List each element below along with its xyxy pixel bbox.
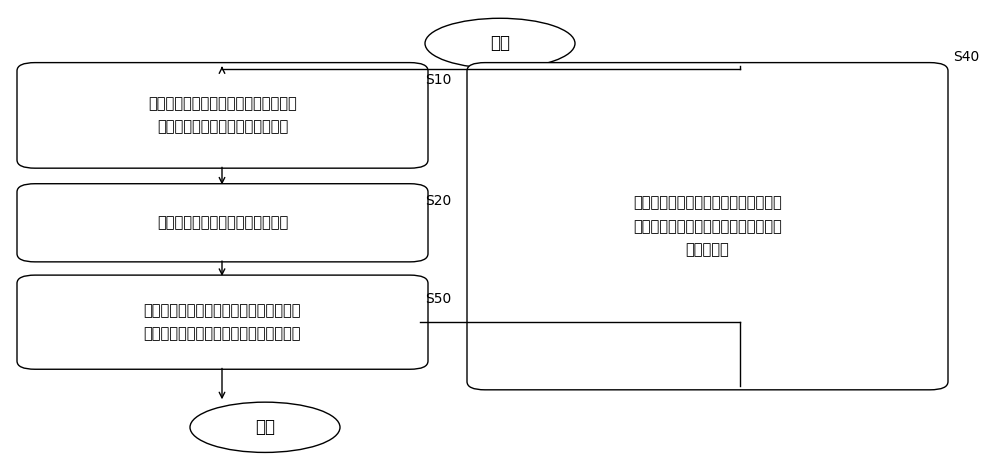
FancyBboxPatch shape bbox=[17, 63, 428, 168]
Text: 读取图像信息中红色标识的特征值: 读取图像信息中红色标识的特征值 bbox=[157, 215, 288, 230]
FancyBboxPatch shape bbox=[17, 275, 428, 369]
Text: 获取风机叶片整体或特定区域的图像信
息，所述图像信息包含有红色标识: 获取风机叶片整体或特定区域的图像信 息，所述图像信息包含有红色标识 bbox=[148, 96, 297, 135]
Ellipse shape bbox=[190, 402, 340, 452]
FancyBboxPatch shape bbox=[467, 63, 948, 390]
Text: S20: S20 bbox=[425, 194, 451, 208]
Ellipse shape bbox=[425, 18, 575, 69]
Text: S40: S40 bbox=[953, 50, 979, 64]
Text: S10: S10 bbox=[425, 73, 451, 87]
Text: S50: S50 bbox=[425, 292, 451, 306]
FancyBboxPatch shape bbox=[17, 184, 428, 262]
Text: 结束: 结束 bbox=[255, 418, 275, 436]
Text: 模拟风电机组的在低温状态下的运行场
景，获取不同结冰状态下，红色标识的
标准特征值: 模拟风电机组的在低温状态下的运行场 景，获取不同结冰状态下，红色标识的 标准特征… bbox=[633, 195, 782, 257]
Text: 对比当前红色标识的特征值与红色标识的
标准特征值，判断当前风机叶片结冰状态: 对比当前红色标识的特征值与红色标识的 标准特征值，判断当前风机叶片结冰状态 bbox=[144, 303, 301, 341]
Text: 开始: 开始 bbox=[490, 34, 510, 53]
